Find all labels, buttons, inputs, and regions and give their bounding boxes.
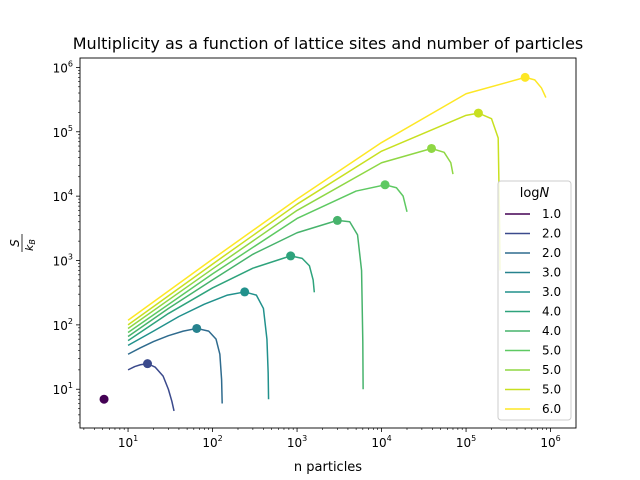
series-line-2 (127, 327, 223, 404)
series-max-marker-3 (192, 323, 202, 333)
legend-title-italic: N (540, 186, 550, 201)
x-tick-label-base: 10 (118, 436, 133, 450)
y-axis-label-denominator: kB (23, 239, 37, 251)
legend-label-5: 4.0 (542, 305, 561, 319)
series-max-marker-10 (520, 72, 530, 82)
x-tick-label-exponent: 1 (133, 434, 138, 443)
y-tick-label-exponent: 5 (68, 124, 73, 133)
y-tick-label: 101 (53, 381, 73, 397)
series-max-marker-4 (240, 287, 250, 297)
y-axis-label: S kB (8, 234, 37, 252)
x-axis: 101 102 103 104 105 106 (83, 428, 561, 450)
y-tick-label-base: 10 (53, 190, 68, 204)
series-max-marker-9 (473, 108, 483, 118)
x-tick-label-base: 10 (456, 436, 471, 450)
y-tick-label-exponent: 4 (68, 188, 73, 197)
series-max-marker-0 (99, 394, 109, 404)
series-line-1 (127, 362, 175, 412)
chart-title: Multiplicity as a function of lattice si… (73, 34, 584, 53)
y-axis-label-denominator-main: k (23, 244, 36, 251)
y-tick-label: 102 (53, 317, 73, 333)
x-tick-label-base: 10 (371, 436, 386, 450)
series-line-10 (127, 76, 547, 321)
y-tick-label: 105 (53, 124, 73, 140)
series-line-4 (127, 291, 270, 400)
y-tick-label-base: 10 (53, 126, 68, 140)
y-tick-label-base: 10 (53, 383, 68, 397)
y-tick-label-exponent: 6 (68, 59, 73, 68)
x-tick-label: 102 (202, 434, 222, 450)
y-tick-label-exponent: 1 (68, 381, 73, 390)
legend-label-4: 3.0 (542, 285, 561, 299)
series-max-marker-8 (427, 143, 437, 153)
plot-area (99, 72, 547, 412)
y-tick-label-base: 10 (53, 255, 68, 269)
y-tick-label: 106 (53, 59, 73, 75)
y-tick-label-base: 10 (53, 319, 68, 333)
series-line-8 (127, 147, 454, 330)
x-tick-label-exponent: 5 (471, 434, 476, 443)
x-tick-label: 104 (371, 434, 391, 450)
y-tick-label-base: 10 (53, 61, 68, 75)
x-tick-label-exponent: 2 (218, 434, 223, 443)
series-max-marker-1 (143, 359, 153, 369)
x-tick-label: 105 (456, 434, 476, 450)
legend-label-6: 4.0 (542, 324, 561, 338)
legend-label-0: 1.0 (542, 207, 561, 221)
x-tick-label: 101 (118, 434, 138, 450)
series-max-marker-7 (380, 180, 390, 190)
x-tick-label: 103 (287, 434, 307, 450)
legend-title: logN (520, 186, 550, 201)
y-tick-label-exponent: 3 (68, 253, 73, 262)
legend-label-10: 6.0 (542, 402, 561, 416)
y-axis-label-denominator-sub: B (28, 239, 37, 245)
y-tick-label: 103 (53, 253, 73, 269)
y-tick-label: 104 (53, 188, 73, 204)
x-tick-label-base: 10 (540, 436, 555, 450)
y-tick-label-exponent: 2 (68, 317, 73, 326)
x-tick-label-base: 10 (202, 436, 217, 450)
legend-label-2: 2.0 (542, 246, 561, 260)
legend-label-9: 5.0 (542, 383, 561, 397)
axes-frame (79, 57, 577, 429)
series-max-marker-5 (286, 251, 296, 261)
y-axis-label-numerator: S (8, 239, 22, 247)
series-line-7 (127, 184, 408, 334)
legend-label-8: 5.0 (542, 363, 561, 377)
legend: logN 1.0 2.0 2.0 3.0 3.0 4.0 4.0 5.0 5.0 5.0 6.0 (497, 180, 572, 421)
x-tick-label: 106 (540, 434, 560, 450)
legend-label-7: 5.0 (542, 344, 561, 358)
legend-label-3: 3.0 (542, 266, 561, 280)
legend-box (497, 180, 572, 421)
x-axis-label: n particles (294, 460, 362, 475)
x-tick-label-exponent: 3 (302, 434, 307, 443)
legend-label-1: 2.0 (542, 227, 561, 241)
x-tick-label-exponent: 6 (556, 434, 561, 443)
legend-title-text: log (520, 186, 540, 201)
legend-items: 1.0 2.0 2.0 3.0 3.0 4.0 4.0 5.0 5.0 5.0 6.0 (505, 207, 561, 416)
series-max-marker-6 (332, 215, 342, 225)
x-tick-label-exponent: 4 (387, 434, 392, 443)
x-tick-label-base: 10 (287, 436, 302, 450)
